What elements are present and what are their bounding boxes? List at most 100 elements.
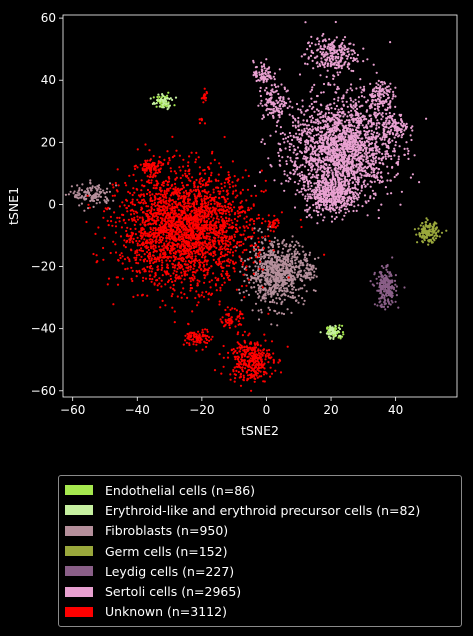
data-point [374,161,377,164]
data-point [319,103,322,106]
data-point [284,258,287,262]
data-point [319,126,322,129]
data-point [266,260,269,263]
data-point [80,202,83,205]
data-point [282,262,285,265]
data-point [343,204,346,207]
data-point [335,140,338,143]
data-point [163,97,167,100]
data-point [387,299,390,302]
data-point [268,239,271,243]
data-point [359,146,362,149]
data-point [274,85,277,89]
data-point [287,269,290,272]
data-point [257,217,261,220]
data-point [340,119,343,122]
data-point [270,323,273,326]
data-point [384,281,387,284]
data-point [280,289,283,292]
data-point [339,51,343,54]
data-point [297,271,300,274]
data-point [388,111,391,115]
data-point [390,117,393,120]
data-point [392,288,396,291]
data-point [396,132,399,135]
data-point [264,261,268,264]
data-point [329,150,332,153]
data-point [269,92,272,95]
data-point [380,291,383,294]
data-point [410,138,413,142]
data-point [313,110,316,113]
data-point [306,276,309,279]
data-point [382,156,385,159]
data-point [319,161,322,164]
data-point [302,250,305,253]
data-point [316,214,320,217]
data-point [210,171,213,174]
data-point [304,197,307,200]
data-point [288,113,291,116]
data-point [346,143,349,146]
data-point [259,287,262,290]
data-point [390,285,393,288]
data-point [89,186,92,189]
data-point [312,203,315,207]
data-point [387,85,390,88]
data-point [337,55,340,59]
data-point [242,291,245,294]
data-point [378,161,381,164]
data-point [87,189,90,192]
data-point [401,125,405,128]
data-point [376,135,380,138]
data-point [306,193,309,196]
data-point [381,115,384,118]
data-point [348,53,351,56]
data-point [181,233,184,236]
data-point [305,159,308,162]
data-point [283,287,286,290]
data-point [356,141,359,144]
data-point [332,334,335,337]
data-point [300,187,303,190]
data-point [337,99,340,102]
data-point [336,88,339,91]
data-point [98,193,101,196]
data-point [290,143,293,146]
data-point [251,309,254,312]
data-point [386,165,389,168]
data-point [369,195,372,198]
data-point [303,284,306,287]
data-point [166,94,169,97]
data-point [317,201,320,204]
data-point [276,257,279,260]
data-point [296,157,299,160]
data-point [390,294,393,297]
data-point [389,290,392,293]
data-point [350,69,353,72]
data-point [135,254,138,257]
data-point [298,179,301,182]
data-point [297,125,300,128]
data-point [250,286,253,289]
data-point [98,184,101,187]
data-point [293,256,296,259]
data-point [91,198,94,201]
data-point [220,215,223,219]
data-point [336,111,339,114]
data-point [394,300,397,303]
data-point [300,110,303,114]
data-point [333,217,336,220]
data-point [330,197,333,200]
data-point [373,113,376,116]
data-point [307,135,310,138]
data-point [265,263,268,266]
data-point [291,121,295,124]
data-point [336,124,339,127]
data-point [104,195,107,199]
data-point [377,168,381,171]
data-point [339,187,342,191]
data-point [300,55,303,58]
data-point [389,82,392,85]
data-point [387,172,390,175]
